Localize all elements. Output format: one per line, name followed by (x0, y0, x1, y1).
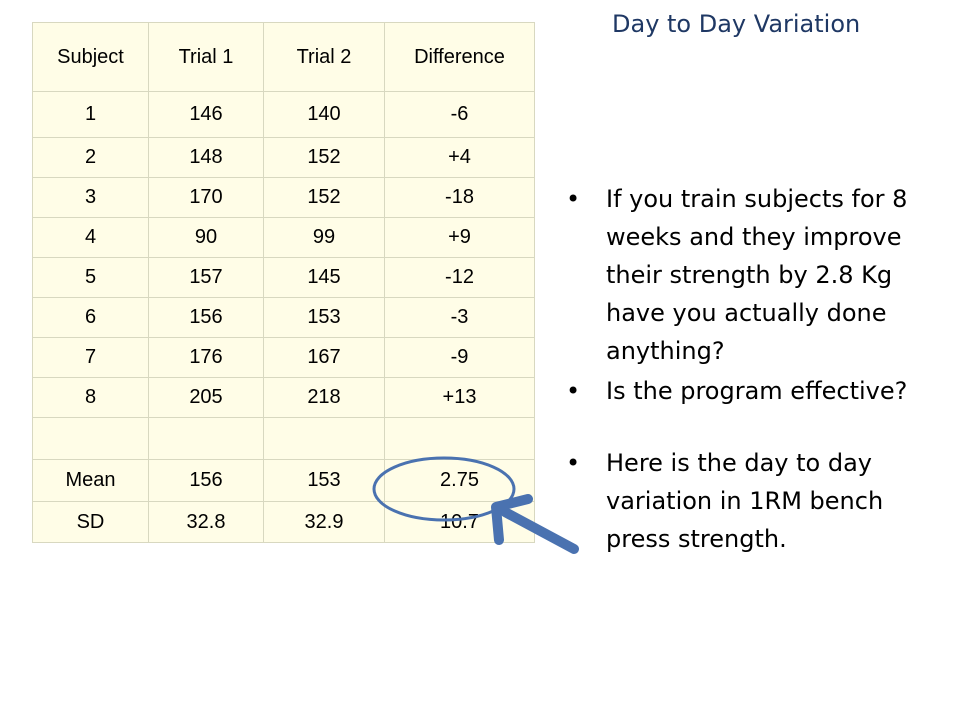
bullet-item: • If you train subjects for 8 weeks and … (566, 180, 946, 370)
table-cell: 5 (32, 257, 149, 298)
sd-label-cell: SD (32, 501, 149, 543)
table-cell-empty (32, 417, 149, 460)
sd-trial-1-cell: 32.8 (148, 501, 264, 543)
mean-label-cell: Mean (32, 459, 149, 502)
table-cell: 8 (32, 377, 149, 418)
table-cell-empty (263, 417, 385, 460)
table-cell: 4 (32, 217, 149, 258)
table-blank-row (32, 417, 535, 460)
table-row: 4 90 99 +9 (32, 217, 535, 258)
table-cell: 1 (32, 91, 149, 138)
table-cell: +13 (384, 377, 535, 418)
table-cell: -9 (384, 337, 535, 378)
variation-table: Subject Trial 1 Trial 2 Difference 1 146… (32, 22, 535, 543)
table-cell: +9 (384, 217, 535, 258)
table-cell: 2 (32, 137, 149, 178)
table-header-row: Subject Trial 1 Trial 2 Difference (32, 22, 535, 92)
table-cell: 205 (148, 377, 264, 418)
table-cell: 157 (148, 257, 264, 298)
table-cell: 167 (263, 337, 385, 378)
table-cell: 176 (148, 337, 264, 378)
header-cell-trial-1: Trial 1 (148, 22, 264, 92)
table-cell: 156 (148, 297, 264, 338)
table-cell: 3 (32, 177, 149, 218)
mean-difference-cell: 2.75 (384, 459, 535, 502)
bullet-text: If you train subjects for 8 weeks and th… (606, 185, 908, 365)
table-cell: 7 (32, 337, 149, 378)
bullet-item: • Here is the day to day variation in 1R… (566, 444, 946, 558)
table-cell: 140 (263, 91, 385, 138)
sd-difference-cell: 10.7 (384, 501, 535, 543)
header-cell-subject: Subject (32, 22, 149, 92)
bullet-text: Is the program effective? (606, 377, 908, 405)
table-cell: 145 (263, 257, 385, 298)
bullet-dot: • (566, 449, 581, 477)
table-cell: 90 (148, 217, 264, 258)
table-cell: 99 (263, 217, 385, 258)
table-mean-row: Mean 156 153 2.75 (32, 459, 535, 502)
table-cell: +4 (384, 137, 535, 178)
table-cell: 153 (263, 297, 385, 338)
header-cell-trial-2: Trial 2 (263, 22, 385, 92)
table-row: 1 146 140 -6 (32, 91, 535, 138)
table-row: 2 148 152 +4 (32, 137, 535, 178)
table-cell: 152 (263, 177, 385, 218)
mean-trial-2-cell: 153 (263, 459, 385, 502)
table-cell: 152 (263, 137, 385, 178)
bullet-list: • If you train subjects for 8 weeks and … (566, 180, 946, 558)
table-cell: -18 (384, 177, 535, 218)
header-cell-difference: Difference (384, 22, 535, 92)
bullet-dot: • (566, 185, 581, 213)
sd-trial-2-cell: 32.9 (263, 501, 385, 543)
table-cell-empty (148, 417, 264, 460)
bullet-dot: • (566, 377, 581, 405)
table-cell: -12 (384, 257, 535, 298)
table-row: 7 176 167 -9 (32, 337, 535, 378)
table-cell: -6 (384, 91, 535, 138)
table-row: 5 157 145 -12 (32, 257, 535, 298)
table-row: 3 170 152 -18 (32, 177, 535, 218)
table-cell: 6 (32, 297, 149, 338)
slide-title: Day to Day Variation (612, 10, 861, 38)
bullet-item: • Is the program effective? (566, 372, 946, 410)
table-cell: -3 (384, 297, 535, 338)
table-cell: 218 (263, 377, 385, 418)
table-cell: 148 (148, 137, 264, 178)
table-row: 8 205 218 +13 (32, 377, 535, 418)
table-row: 6 156 153 -3 (32, 297, 535, 338)
table-sd-row: SD 32.8 32.9 10.7 (32, 501, 535, 543)
bullet-text: Here is the day to day variation in 1RM … (606, 449, 884, 553)
table-cell: 146 (148, 91, 264, 138)
table-cell: 170 (148, 177, 264, 218)
mean-trial-1-cell: 156 (148, 459, 264, 502)
table-cell-empty (384, 417, 535, 460)
